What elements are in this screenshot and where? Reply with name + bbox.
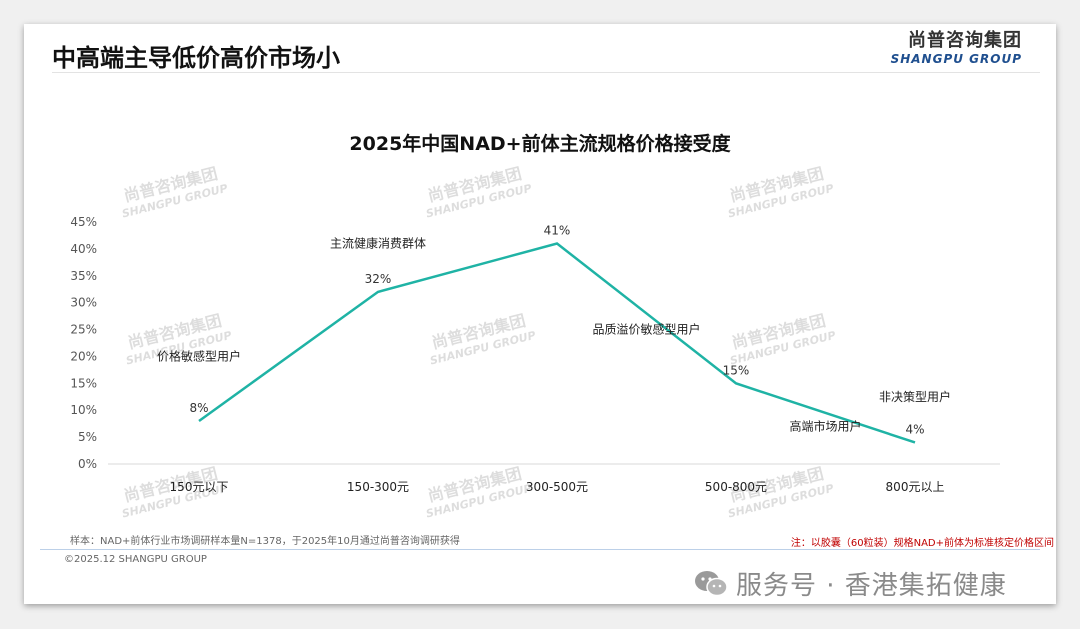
y-tick-label: 0% bbox=[78, 457, 97, 471]
slide bbox=[24, 24, 1056, 604]
brand-name-cn: 尚普咨询集团 bbox=[908, 30, 1022, 51]
x-axis: 150元以下 150-300元 300-500元 500-800元 800元以上 bbox=[170, 480, 945, 494]
x-tick-label: 150元以下 bbox=[170, 480, 229, 494]
series-line bbox=[198, 242, 916, 444]
y-tick-label: 10% bbox=[70, 403, 97, 417]
x-tick-label: 300-500元 bbox=[526, 480, 588, 494]
y-tick-label: 15% bbox=[70, 376, 97, 390]
data-label: 41% bbox=[544, 224, 571, 238]
wechat-account-name: 服务号 · 香港集拓健康 bbox=[736, 571, 1007, 601]
chart-title: 2025年中国NAD+前体主流规格价格接受度 bbox=[349, 132, 731, 155]
y-tick-label: 40% bbox=[70, 242, 97, 256]
wechat-account-badge: 服务号 · 香港集拓健康 bbox=[694, 565, 1007, 602]
y-tick-label: 45% bbox=[70, 215, 97, 229]
y-tick-label: 35% bbox=[70, 269, 97, 283]
y-tick-label: 5% bbox=[78, 430, 97, 444]
data-label: 4% bbox=[905, 422, 924, 436]
data-label: 8% bbox=[189, 401, 208, 415]
copyright: ©2025.12 SHANGPU GROUP bbox=[64, 554, 207, 565]
page-title: 中高端主导低价高价市场小 bbox=[52, 44, 340, 72]
data-label: 32% bbox=[365, 272, 392, 286]
x-tick-label: 800元以上 bbox=[886, 480, 945, 494]
data-labels: 8% 32% 41% 15% 4% bbox=[189, 224, 924, 437]
y-axis: 0% 5% 10% 15% 20% 25% 30% 35% 40% 45% bbox=[70, 215, 97, 471]
sample-note: 样本：NAD+前体行业市场调研样本量N=1378，于2025年10月通过尚普咨询… bbox=[70, 536, 460, 547]
x-tick-label: 500-800元 bbox=[705, 480, 767, 494]
segment-annotation: 主流健康消费群体 bbox=[330, 236, 426, 251]
segment-annotation: 品质溢价敏感型用户 bbox=[592, 322, 700, 337]
brand-name-en: SHANGPU GROUP bbox=[890, 52, 1022, 66]
segment-annotation: 价格敏感型用户 bbox=[157, 348, 241, 363]
price-note: 注：以胶囊（60粒装）规格NAD+前体为标准核定价格区间 bbox=[790, 538, 1054, 549]
footer-divider bbox=[40, 549, 1040, 550]
y-tick-label: 20% bbox=[70, 349, 97, 363]
segment-annotation: 非决策型用户 bbox=[879, 389, 951, 404]
y-tick-label: 30% bbox=[70, 296, 97, 310]
data-label: 15% bbox=[723, 363, 750, 377]
brand-logo: 尚普咨询集团 SHANGPU GROUP bbox=[891, 26, 1022, 66]
title-divider bbox=[52, 72, 1040, 73]
y-tick-label: 25% bbox=[70, 323, 97, 337]
x-tick-label: 150-300元 bbox=[347, 480, 409, 494]
segment-annotation: 高端市场用户 bbox=[789, 418, 861, 433]
wechat-icon bbox=[695, 570, 728, 596]
